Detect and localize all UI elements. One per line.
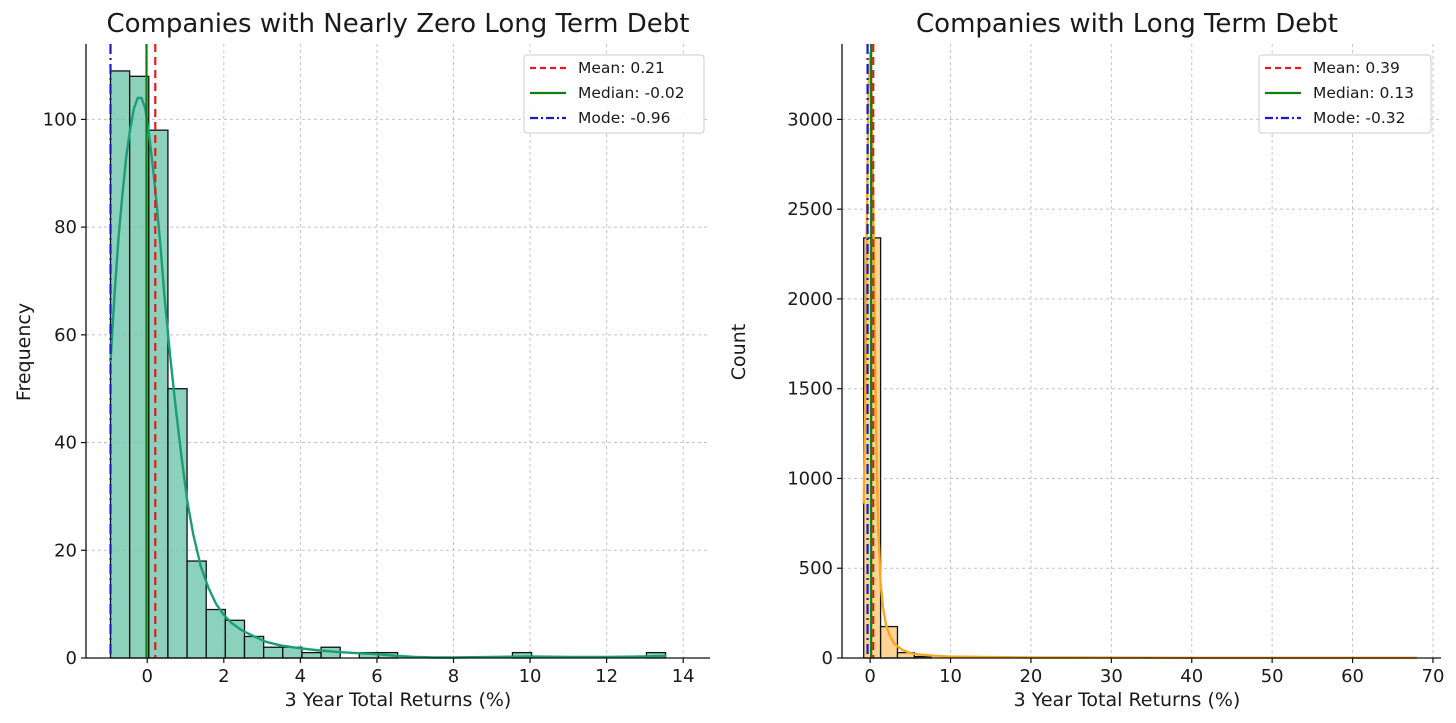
x-tick-label: 6: [371, 666, 382, 687]
legend-entry: Median: 0.13: [1313, 84, 1414, 102]
kde-curve-group: [862, 51, 1417, 659]
legend-entry: Median: -0.02: [578, 84, 685, 102]
chart-panel-long-term-debt: 0 10 20 30 40 50 60 70050010001500200025003000 …: [728, 9, 1444, 711]
x-tick-label: 10: [939, 666, 962, 687]
kde-curve: [862, 51, 1417, 659]
x-tick-label: 12: [595, 666, 618, 687]
x-tick-label: 10: [519, 666, 542, 687]
y-tick-label: 100: [43, 109, 77, 130]
histogram-bars: [109, 70, 667, 659]
grid-lines: [842, 44, 1441, 659]
y-tick-label: 60: [54, 325, 77, 346]
y-tick-label: 0: [822, 648, 833, 669]
y-tick-label: 80: [54, 217, 77, 238]
legend-box: [1258, 54, 1432, 134]
y-tick-label: 500: [799, 558, 833, 579]
legend-box: [523, 54, 705, 134]
x-axis-label: 3 Year Total Returns (%): [1014, 689, 1241, 711]
x-axis-label: 3 Year Total Returns (%): [285, 689, 512, 711]
tick-labels: 0 10 20 30 40 50 60 70 0 500 1000 1500 2000 2500 3000: [787, 109, 1444, 687]
histogram-bar: [148, 129, 169, 659]
y-tick-label: 1500: [787, 379, 833, 400]
legend-entry: Mode: -0.32: [1313, 109, 1406, 127]
chart-title: Companies with Nearly Zero Long Term Deb…: [107, 9, 690, 39]
y-tick-label: 40: [54, 433, 77, 454]
y-tick-label: 1000: [787, 468, 833, 489]
reference-lines: [866, 44, 875, 658]
y-tick-label: 2000: [787, 289, 833, 310]
legend-entry: Mean: 0.21: [578, 59, 665, 77]
x-tick-label: 0: [142, 666, 153, 687]
legend-entry: Mean: 0.39: [1313, 59, 1400, 77]
x-tick-label: 30: [1100, 666, 1123, 687]
y-tick-label: 2500: [787, 199, 833, 220]
x-tick-label: 8: [448, 666, 459, 687]
y-tick-label: 0: [66, 648, 77, 669]
legend: Mean: 0.39 Median: 0.13 Mode: -0.32: [1258, 54, 1432, 134]
tick-labels: 0 2 4 6 8 10 12 14 0 20 40 60 80 100: [43, 109, 695, 687]
chart-title: Companies with Long Term Debt: [916, 9, 1338, 39]
y-axis-label: Frequency: [13, 303, 35, 401]
reference-lines: [109, 44, 157, 658]
x-tick-label: 14: [672, 666, 695, 687]
x-tick-label: 20: [1019, 666, 1042, 687]
axes: [85, 44, 710, 659]
y-axis-label: Count: [728, 324, 750, 380]
chart-panel-nearly-zero-debt: 0 2 4 6 8 10 12 14 0 20 40 60 80 100 Companies with N…: [13, 9, 710, 711]
axes: [841, 44, 1441, 659]
y-tick-label: 3000: [787, 109, 833, 130]
histogram-bar: [301, 651, 322, 659]
x-tick-label: 70: [1422, 666, 1445, 687]
x-tick-label: 50: [1261, 666, 1284, 687]
x-tick-label: 4: [295, 666, 306, 687]
histogram-bar: [262, 646, 284, 659]
x-tick-label: 40: [1180, 666, 1203, 687]
legend-entry: Mode: -0.96: [578, 109, 671, 127]
x-tick-label: 2: [218, 666, 229, 687]
x-tick-label: 0: [864, 666, 875, 687]
legend: Mean: 0.21 Median: -0.02 Mode: -0.96: [523, 54, 705, 134]
histogram-bar: [205, 608, 226, 659]
x-tick-label: 60: [1341, 666, 1364, 687]
y-tick-label: 20: [54, 540, 77, 561]
